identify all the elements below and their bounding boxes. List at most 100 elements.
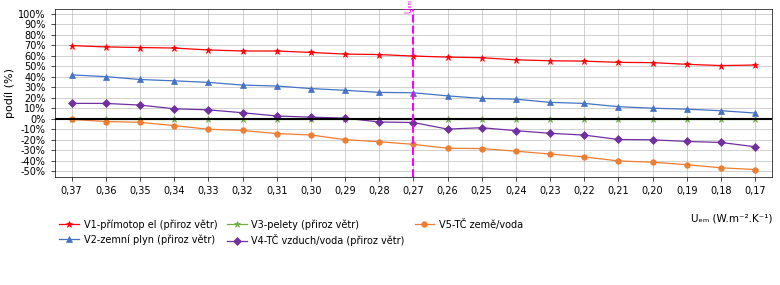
V3-pelety (přiroz větr): [545, 117, 555, 121]
V2-zemní plyn (přiroz větr): [136, 78, 145, 81]
V4-TČ vzduch/voda (přiroz větr): [169, 107, 179, 111]
V5-TČ země/voda: [614, 159, 623, 163]
V1-přímotop el (přiroz větr): [136, 46, 145, 49]
V3-pelety (přiroz větr): [614, 117, 623, 121]
V5-TČ země/voda: [204, 127, 213, 131]
V5-TČ země/voda: [307, 133, 316, 137]
V4-TČ vzduch/voda (přiroz větr): [409, 121, 418, 124]
V3-pelety (přiroz větr): [580, 117, 589, 121]
V3-pelety (přiroz větr): [409, 117, 418, 121]
V3-pelety (přiroz větr): [511, 117, 520, 121]
V2-zemní plyn (přiroz větr): [272, 84, 282, 88]
Line: V3-pelety (přiroz větr): V3-pelety (přiroz větr): [68, 115, 759, 122]
V1-přímotop el (přiroz větr): [614, 61, 623, 64]
V5-TČ země/voda: [67, 118, 76, 121]
V5-TČ země/voda: [101, 120, 111, 123]
V1-přímotop el (přiroz větr): [169, 46, 179, 50]
V5-TČ země/voda: [443, 146, 452, 150]
V5-TČ země/voda: [169, 124, 179, 127]
V4-TČ vzduch/voda (přiroz větr): [101, 102, 111, 105]
V5-TČ země/voda: [238, 129, 247, 132]
V5-TČ země/voda: [340, 138, 349, 141]
Line: V1-přímotop el (přiroz větr): V1-přímotop el (přiroz větr): [68, 42, 759, 69]
V1-přímotop el (přiroz větr): [307, 51, 316, 54]
V4-TČ vzduch/voda (přiroz větr): [716, 141, 725, 144]
V1-přímotop el (přiroz větr): [67, 44, 76, 47]
V4-TČ vzduch/voda (přiroz větr): [614, 138, 623, 141]
V1-přímotop el (přiroz větr): [374, 53, 384, 56]
V3-pelety (přiroz větr): [750, 117, 760, 121]
V4-TČ vzduch/voda (přiroz větr): [682, 140, 691, 143]
V2-zemní plyn (přiroz větr): [682, 107, 691, 111]
V1-přímotop el (přiroz větr): [238, 49, 247, 53]
V1-přímotop el (přiroz větr): [750, 63, 760, 67]
V3-pelety (přiroz větr): [648, 117, 658, 121]
V4-TČ vzduch/voda (přiroz větr): [238, 111, 247, 115]
V4-TČ vzduch/voda (přiroz větr): [307, 115, 316, 119]
V4-TČ vzduch/voda (přiroz větr): [750, 145, 760, 148]
V4-TČ vzduch/voda (přiroz větr): [545, 132, 555, 135]
V2-zemní plyn (přiroz větr): [238, 84, 247, 87]
V5-TČ země/voda: [477, 147, 487, 150]
V3-pelety (přiroz větr): [307, 117, 316, 121]
Line: V5-TČ země/voda: V5-TČ země/voda: [69, 117, 758, 172]
V4-TČ vzduch/voda (přiroz větr): [204, 108, 213, 111]
Line: V4-TČ vzduch/voda (přiroz větr): V4-TČ vzduch/voda (přiroz větr): [69, 101, 758, 150]
V1-přímotop el (přiroz větr): [648, 61, 658, 64]
Text: Uₑₘ (W.m⁻².K⁻¹): Uₑₘ (W.m⁻².K⁻¹): [691, 214, 772, 224]
V2-zemní plyn (přiroz větr): [511, 97, 520, 101]
V5-TČ země/voda: [716, 166, 725, 170]
V4-TČ vzduch/voda (přiroz větr): [580, 133, 589, 137]
V3-pelety (přiroz větr): [443, 117, 452, 121]
V1-přímotop el (přiroz větr): [716, 64, 725, 67]
V3-pelety (přiroz větr): [374, 117, 384, 121]
V2-zemní plyn (přiroz větr): [204, 81, 213, 84]
V2-zemní plyn (přiroz větr): [101, 75, 111, 78]
V3-pelety (přiroz větr): [238, 117, 247, 121]
V2-zemní plyn (přiroz větr): [750, 111, 760, 115]
V1-přímotop el (přiroz větr): [545, 59, 555, 62]
V2-zemní plyn (přiroz větr): [648, 107, 658, 110]
V5-TČ země/voda: [374, 140, 384, 143]
V2-zemní plyn (přiroz větr): [614, 105, 623, 108]
V4-TČ vzduch/voda (přiroz větr): [340, 116, 349, 120]
V4-TČ vzduch/voda (přiroz větr): [136, 103, 145, 107]
V4-TČ vzduch/voda (přiroz větr): [272, 114, 282, 118]
V2-zemní plyn (přiroz větr): [545, 101, 555, 104]
V4-TČ vzduch/voda (přiroz větr): [67, 102, 76, 105]
V2-zemní plyn (přiroz větr): [340, 89, 349, 92]
Y-axis label: podíl (%): podíl (%): [5, 68, 16, 118]
V3-pelety (přiroz větr): [101, 117, 111, 121]
V1-přímotop el (přiroz větr): [682, 63, 691, 66]
V4-TČ vzduch/voda (přiroz větr): [648, 138, 658, 142]
Line: V2-zemní plyn (přiroz větr): V2-zemní plyn (přiroz větr): [69, 72, 758, 116]
V2-zemní plyn (přiroz větr): [477, 97, 487, 100]
V1-přímotop el (přiroz větr): [101, 45, 111, 49]
V5-TČ země/voda: [580, 155, 589, 159]
V1-přímotop el (přiroz větr): [477, 56, 487, 59]
Text: Uₑₘ pro NZEB: Uₑₘ pro NZEB: [406, 0, 414, 13]
V2-zemní plyn (přiroz větr): [374, 91, 384, 94]
V4-TČ vzduch/voda (přiroz větr): [374, 120, 384, 124]
V2-zemní plyn (přiroz větr): [67, 73, 76, 77]
V2-zemní plyn (přiroz větr): [580, 102, 589, 105]
V3-pelety (přiroz větr): [272, 117, 282, 121]
Legend: V1-přímotop el (přiroz větr), V2-zemní plyn (přiroz větr), V3-pelety (přiroz vět: V1-přímotop el (přiroz větr), V2-zemní p…: [59, 219, 523, 247]
V2-zemní plyn (přiroz větr): [169, 79, 179, 83]
V2-zemní plyn (přiroz větr): [307, 87, 316, 90]
V5-TČ země/voda: [750, 168, 760, 171]
V1-přímotop el (přiroz větr): [409, 54, 418, 58]
V1-přímotop el (přiroz větr): [272, 49, 282, 53]
V3-pelety (přiroz větr): [716, 117, 725, 121]
V3-pelety (přiroz větr): [477, 117, 487, 121]
V1-přímotop el (přiroz větr): [511, 58, 520, 62]
V3-pelety (přiroz větr): [67, 117, 76, 121]
V5-TČ země/voda: [648, 160, 658, 164]
V5-TČ země/voda: [136, 121, 145, 124]
V5-TČ země/voda: [511, 149, 520, 153]
V4-TČ vzduch/voda (přiroz větr): [443, 127, 452, 131]
V3-pelety (přiroz větr): [169, 117, 179, 121]
V1-přímotop el (přiroz větr): [443, 55, 452, 59]
V5-TČ země/voda: [545, 152, 555, 156]
V4-TČ vzduch/voda (přiroz větr): [511, 129, 520, 133]
